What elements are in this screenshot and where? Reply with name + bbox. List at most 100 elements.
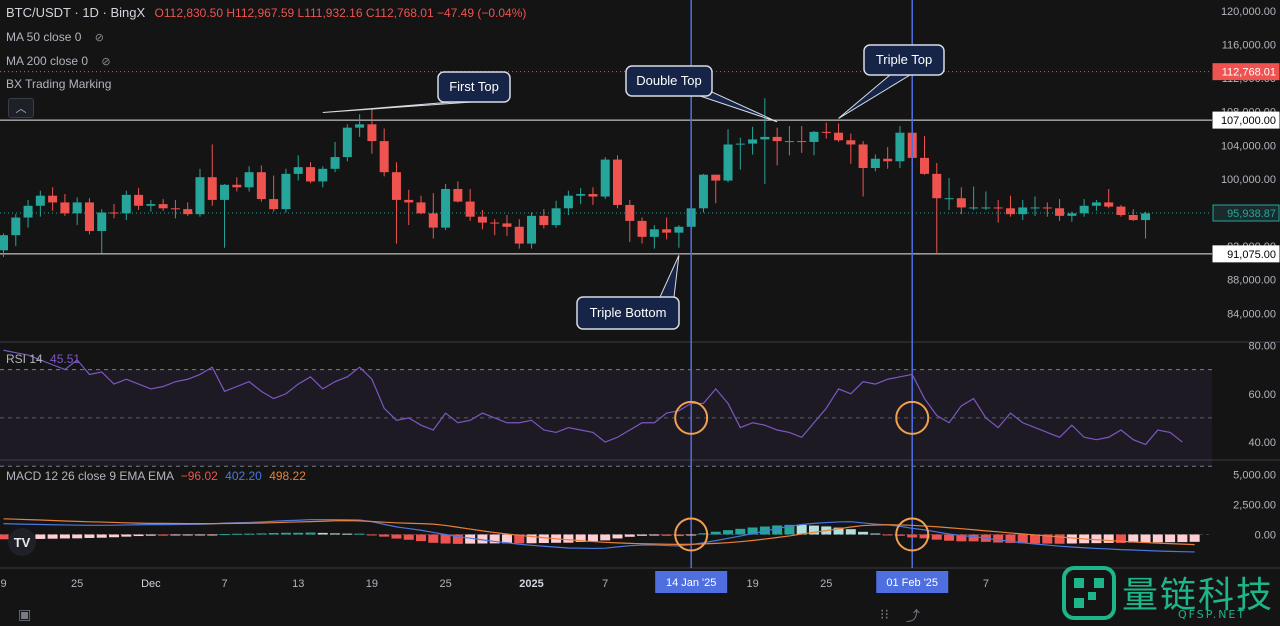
- macd-cross-marker: [674, 517, 709, 552]
- time-axis-tick: 7: [602, 578, 608, 590]
- chart-legend-main: BTC/USDT · 1D · BingX O112,830.50 H112,9…: [6, 5, 526, 21]
- macd-histogram-bar: [477, 534, 488, 544]
- candle-body: [220, 184, 230, 200]
- time-highlight-label: 14 Jan '25: [666, 577, 716, 589]
- callout-pointer: [838, 74, 912, 119]
- macd-histogram-bar: [1115, 534, 1126, 543]
- macd-histogram-bar: [563, 534, 574, 543]
- candle-body: [416, 202, 426, 214]
- candle-body: [784, 141, 794, 143]
- candle-body: [355, 124, 365, 128]
- macd-histogram-bar: [231, 533, 242, 535]
- time-axis-tick: 13: [292, 578, 304, 590]
- macd-histogram-bar: [84, 534, 95, 538]
- candle-body: [932, 173, 942, 199]
- candle-body: [809, 131, 819, 142]
- candle-body: [490, 222, 500, 224]
- macd-histogram-bar: [1189, 534, 1200, 542]
- macd-legend[interactable]: MACD 12 26 close 9 EMA EMA −96.02 402.20…: [6, 469, 306, 483]
- watermark-logo: 量链科技 QFSP.NET: [1060, 562, 1280, 624]
- symbol-label[interactable]: BTC/USDT · 1D · BingX: [6, 5, 146, 20]
- candle-body: [920, 157, 929, 174]
- eye-hidden-icon[interactable]: ⊘: [94, 32, 104, 44]
- rsi-cross-marker: [895, 400, 930, 435]
- macd-histogram-bar: [637, 534, 648, 536]
- time-axis-tick: Dec: [141, 578, 161, 590]
- candle-body: [514, 226, 524, 244]
- callout-label: First Top: [449, 79, 499, 94]
- grid-icon[interactable]: ⁝⁝: [880, 606, 889, 622]
- macd-histogram-bar: [0, 534, 9, 540]
- macd-histogram-bar: [317, 532, 328, 535]
- macd-histogram-bar: [600, 534, 611, 541]
- callout-pointer: [698, 91, 778, 123]
- candle-body: [121, 194, 131, 214]
- candle-body: [956, 198, 966, 208]
- macd-histogram-bar: [649, 534, 660, 536]
- macd-histogram-bar: [1103, 534, 1114, 543]
- candle-body: [1128, 215, 1138, 221]
- macd-histogram-bar: [1177, 534, 1188, 543]
- candle-body: [97, 212, 107, 231]
- macd-histogram-bar: [268, 533, 279, 535]
- rsi-label: RSI 14: [6, 352, 43, 366]
- candle-body: [1042, 207, 1052, 209]
- eye-hidden-icon[interactable]: ⊘: [101, 56, 111, 68]
- candle-body: [760, 136, 770, 140]
- candle-body: [539, 215, 549, 226]
- candle-body: [207, 177, 217, 200]
- candle-body: [600, 159, 610, 197]
- time-highlight-label: 01 Feb '25: [886, 577, 938, 589]
- macd-histogram-bar: [894, 534, 905, 536]
- trend-icon[interactable]: ⤴: [906, 608, 920, 624]
- candle-body: [109, 212, 119, 214]
- callout-pointer: [322, 101, 473, 114]
- macd-histogram-bar: [403, 534, 414, 540]
- candle-body: [993, 207, 1003, 209]
- price-axis-tick: 116,000.00: [1222, 40, 1276, 52]
- macd-histogram-bar: [931, 534, 942, 540]
- level-price-tag-bg: [1212, 111, 1280, 129]
- candle-body: [834, 132, 844, 141]
- callout-box: [863, 44, 945, 76]
- macd-histogram-bar: [808, 525, 819, 535]
- candle-body: [1141, 213, 1151, 221]
- tradingview-logo-icon[interactable]: TV: [8, 528, 36, 556]
- calendar-goto-icon[interactable]: ▣: [18, 606, 32, 622]
- macd-histogram-bar: [59, 534, 70, 539]
- candle-body: [551, 208, 561, 226]
- callout-label: Double Top: [636, 73, 702, 88]
- price-axis-tick: 104,000.00: [1221, 140, 1276, 152]
- rsi-band: [0, 369, 1212, 467]
- candle-body: [1067, 213, 1077, 216]
- collapse-legend-button[interactable]: ︿: [8, 98, 34, 118]
- candle-body: [306, 167, 315, 182]
- rsi-legend[interactable]: RSI 14 45.51: [6, 352, 80, 366]
- macd-histogram-bar: [968, 534, 979, 542]
- bx-label: BX Trading Marking: [6, 77, 112, 91]
- ma50-legend[interactable]: MA 50 close 0 ⊘: [6, 30, 104, 45]
- macd-histogram-bar: [280, 532, 291, 535]
- macd-axis-tick: 0.00: [1255, 529, 1276, 541]
- ma200-legend[interactable]: MA 200 close 0 ⊘: [6, 54, 111, 69]
- candle-body: [576, 194, 586, 196]
- candle-body: [846, 140, 856, 145]
- macd-histogram-bar: [858, 531, 869, 535]
- current-price-tag-bg: [1212, 63, 1280, 81]
- bx-legend[interactable]: BX Trading Marking: [6, 77, 111, 91]
- candle-body: [1055, 208, 1065, 216]
- candle-body: [711, 174, 721, 181]
- macd-histogram-bar: [182, 534, 193, 536]
- candle-body: [0, 235, 8, 251]
- price-axis-tick: 100,000.00: [1221, 174, 1276, 186]
- rsi-axis-tick: 40.00: [1248, 437, 1276, 449]
- candle-body: [23, 205, 33, 218]
- candle-body: [35, 195, 45, 206]
- time-highlight-bg: [876, 571, 949, 593]
- macd-histogram-bar: [710, 531, 721, 535]
- candle-body: [698, 174, 708, 209]
- macd-histogram-bar: [416, 534, 427, 542]
- macd-histogram-bar: [944, 534, 955, 541]
- price-axis-tick: 88,000.00: [1227, 275, 1276, 287]
